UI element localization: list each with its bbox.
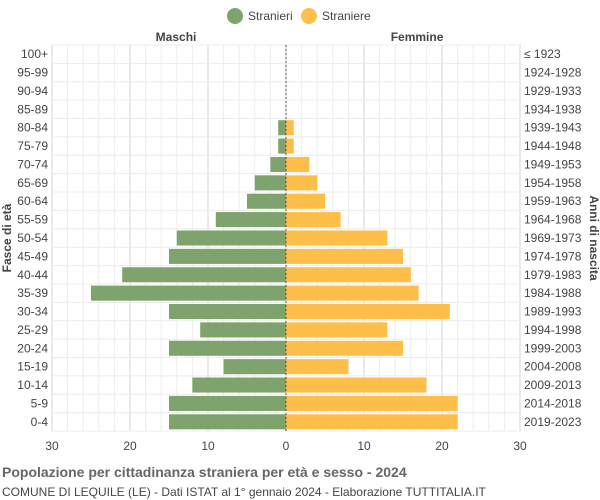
- age-group-label: 55-59: [17, 213, 48, 227]
- birth-year-label: 2009-2013: [524, 378, 582, 392]
- bar-stranieri: [270, 156, 286, 173]
- age-group-label: 65-69: [17, 176, 48, 190]
- age-group-label: 85-89: [17, 102, 48, 116]
- bar-stranieri: [169, 303, 286, 320]
- legend-label-straniere: Straniere: [322, 9, 371, 23]
- bar-straniere: [286, 212, 341, 228]
- birth-year-label: 1944-1948: [524, 139, 582, 153]
- bar-straniere: [286, 230, 388, 246]
- bar-stranieri: [169, 340, 286, 356]
- age-group-label: 30-34: [17, 305, 48, 319]
- bar-stranieri: [254, 175, 286, 191]
- age-group-label: 40-44: [17, 268, 48, 282]
- age-group-label: 75-79: [17, 139, 48, 153]
- bar-stranieri: [169, 248, 286, 264]
- birth-year-label: 2019-2023: [524, 415, 582, 429]
- age-group-label: 60-64: [17, 194, 48, 208]
- bar-straniere: [286, 340, 403, 356]
- population-pyramid-chart: 100+ ≤ 1923 95-99 1924-1928 90-94 1929-1933 85…: [0, 8, 600, 453]
- birth-year-label: 1989-1993: [524, 305, 582, 319]
- bar-straniere: [286, 267, 411, 283]
- age-group-label: 0-4: [31, 415, 49, 429]
- age-group-label: 90-94: [17, 84, 48, 98]
- age-group-label: 45-49: [17, 249, 48, 263]
- x-tick-label: 30: [513, 439, 527, 453]
- birth-year-label: 1979-1983: [524, 268, 582, 282]
- maschi-header: Maschi: [156, 30, 197, 44]
- y-axis-title-left: Fasce di età: [0, 203, 14, 272]
- bar-straniere: [286, 248, 403, 264]
- bar-stranieri: [278, 138, 286, 154]
- bar-straniere: [286, 377, 427, 393]
- age-group-label: 100+: [21, 47, 48, 61]
- x-tick-label: 0: [283, 439, 290, 453]
- bar-straniere: [286, 120, 294, 136]
- bar-stranieri: [91, 285, 286, 301]
- birth-year-label: 1994-1998: [524, 323, 582, 337]
- birth-year-label: 1949-1953: [524, 157, 582, 171]
- bar-stranieri: [278, 120, 286, 136]
- bar-straniere: [286, 322, 388, 338]
- bar-straniere: [286, 359, 349, 375]
- age-group-label: 5-9: [31, 396, 49, 410]
- birth-year-label: 1924-1928: [524, 66, 582, 80]
- birth-year-label: 1999-2003: [524, 341, 582, 355]
- age-group-label: 95-99: [17, 66, 48, 80]
- age-group-label: 10-14: [17, 378, 48, 392]
- legend-swatch-straniere: [301, 8, 317, 24]
- age-group-label: 35-39: [17, 286, 48, 300]
- legend-label-stranieri: Stranieri: [248, 9, 293, 23]
- chart-title: Popolazione per cittadinanza straniera p…: [2, 464, 407, 480]
- x-tick-label: 10: [357, 439, 371, 453]
- x-tick-label: 10: [201, 439, 215, 453]
- age-group-label: 20-24: [17, 341, 48, 355]
- y-axis-title-right: Anni di nascita: [587, 195, 600, 281]
- bar-stranieri: [247, 193, 286, 209]
- birth-year-label: 1939-1943: [524, 121, 582, 135]
- birth-year-label: 1934-1938: [524, 102, 582, 116]
- x-tick-label: 30: [45, 439, 59, 453]
- bar-stranieri: [169, 414, 286, 430]
- age-group-label: 25-29: [17, 323, 48, 337]
- birth-year-label: 1984-1988: [524, 286, 582, 300]
- bar-straniere: [286, 138, 294, 154]
- bar-stranieri: [122, 267, 286, 283]
- birth-year-label: 1929-1933: [524, 84, 582, 98]
- bar-stranieri: [192, 377, 286, 393]
- bar-stranieri: [215, 212, 286, 228]
- bar-straniere: [286, 303, 450, 320]
- birth-year-label: 1974-1978: [524, 249, 582, 263]
- age-group-label: 50-54: [17, 231, 48, 245]
- birth-year-label: ≤ 1923: [524, 47, 561, 61]
- bar-straniere: [286, 285, 419, 301]
- bar-stranieri: [223, 359, 286, 375]
- birth-year-label: 1964-1968: [524, 213, 582, 227]
- birth-year-label: 1959-1963: [524, 194, 582, 208]
- birth-year-label: 2014-2018: [524, 396, 582, 410]
- x-tick-label: 20: [123, 439, 137, 453]
- age-group-label: 70-74: [17, 157, 48, 171]
- age-group-label: 15-19: [17, 360, 48, 374]
- chart-subtitle: COMUNE DI LEQUILE (LE) - Dati ISTAT al 1…: [2, 485, 486, 499]
- birth-year-label: 2004-2008: [524, 360, 582, 374]
- x-tick-label: 20: [435, 439, 449, 453]
- femmine-header: Femmine: [391, 30, 444, 44]
- bar-stranieri: [176, 230, 286, 246]
- bar-straniere: [286, 395, 458, 411]
- bar-straniere: [286, 414, 458, 430]
- bar-stranieri: [169, 395, 286, 411]
- bar-straniere: [286, 175, 318, 191]
- birth-year-label: 1954-1958: [524, 176, 582, 190]
- birth-year-label: 1969-1973: [524, 231, 582, 245]
- bar-stranieri: [200, 322, 286, 338]
- legend-swatch-stranieri: [227, 8, 243, 24]
- bar-straniere: [286, 193, 325, 209]
- bar-straniere: [286, 156, 310, 173]
- age-group-label: 80-84: [17, 121, 48, 135]
